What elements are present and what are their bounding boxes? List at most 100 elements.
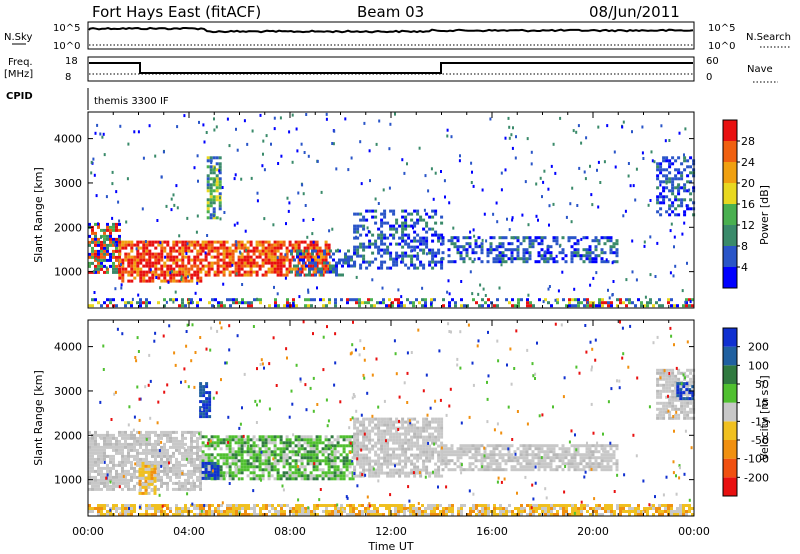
nave-tick-high: 60 [706, 56, 719, 67]
heatmap-cell [413, 417, 417, 421]
heatmap-cell [112, 484, 115, 488]
heatmap-cell [465, 453, 469, 457]
heatmap-cell [145, 433, 148, 437]
heatmap-cell [585, 465, 589, 469]
heatmap-cell [139, 301, 142, 305]
heatmap-cell [303, 477, 307, 481]
heatmap-cell [271, 513, 274, 516]
heatmap-cell [228, 255, 232, 259]
heatmap-cell [665, 368, 669, 372]
heatmap-cell [339, 459, 343, 463]
heatmap-cell [139, 463, 142, 467]
heatmap-cell [207, 264, 211, 268]
heatmap-cell [163, 460, 166, 464]
heatmap-cell [97, 469, 100, 473]
heatmap-cell [270, 267, 274, 271]
heatmap-cell [459, 447, 463, 451]
heatmap-cell [219, 468, 223, 472]
heatmap-cell [215, 174, 219, 178]
heatmap-cell [228, 261, 232, 265]
heatmap-cell [368, 441, 372, 445]
heatmap-cell [106, 442, 109, 446]
heatmap-cell [109, 436, 112, 440]
heatmap-cell [279, 240, 283, 244]
heatmap-cell [252, 477, 256, 481]
heatmap-cell [276, 468, 280, 472]
heatmap-cell [689, 207, 693, 211]
power-colorbar-label: Power [dB] [758, 185, 771, 245]
heatmap-cell [216, 258, 220, 262]
scatter-point [90, 160, 93, 164]
heatmap-cell [121, 445, 124, 449]
heatmap-cell [377, 432, 381, 436]
heatmap-cell [243, 243, 247, 247]
heatmap-cell [689, 416, 693, 420]
heatmap-cell [601, 301, 604, 305]
heatmap-cell [356, 462, 360, 466]
heatmap-cell [215, 189, 219, 193]
heatmap-cell [206, 216, 210, 220]
heatmap-cell [410, 447, 414, 451]
heatmap-cell [671, 383, 675, 387]
heatmap-cell [416, 432, 420, 436]
heatmap-cell [389, 426, 393, 430]
heatmap-cell [139, 298, 142, 302]
heatmap-cell [127, 451, 130, 455]
heatmap-cell [94, 439, 97, 443]
heatmap-cell [528, 257, 532, 261]
heatmap-cell [106, 478, 109, 482]
scatter-point [570, 220, 573, 224]
heatmap-cell [682, 391, 686, 395]
heatmap-cell [201, 240, 205, 244]
scatter-point [95, 194, 98, 198]
heatmap-cell [407, 224, 411, 228]
heatmap-cell [232, 298, 235, 302]
heatmap-cell [386, 429, 390, 433]
heatmap-cell [139, 270, 143, 274]
heatmap-cell [231, 462, 235, 466]
scatter-point [627, 174, 630, 178]
scatter-point [240, 177, 243, 181]
heatmap-cell [154, 267, 158, 271]
heatmap-cell [465, 450, 469, 454]
heatmap-cell [665, 407, 669, 411]
heatmap-cell [181, 261, 185, 265]
scatter-point [350, 156, 353, 160]
scatter-point [316, 159, 319, 163]
heatmap-cell [330, 471, 334, 475]
heatmap-cell [407, 245, 411, 249]
heatmap-cell [447, 459, 451, 463]
heatmap-cell [133, 466, 136, 470]
heatmap-cell [193, 264, 197, 268]
heatmap-cell [138, 473, 142, 477]
heatmap-cell [528, 236, 532, 240]
heatmap-cell [425, 426, 429, 430]
heatmap-cell [656, 168, 660, 172]
scatter-point [256, 199, 259, 203]
heatmap-cell [240, 243, 244, 247]
heatmap-cell [392, 435, 396, 439]
heatmap-cell [285, 477, 289, 481]
scatter-point [374, 197, 377, 201]
heatmap-cell [359, 465, 363, 469]
heatmap-cell [315, 450, 319, 454]
heatmap-cell [348, 435, 352, 439]
heatmap-cell [175, 249, 179, 253]
heatmap-cell [112, 460, 115, 464]
heatmap-cell [204, 258, 208, 262]
heatmap-cell [495, 444, 499, 448]
scatter-point [218, 169, 221, 173]
heatmap-cell [392, 471, 396, 475]
heatmap-cell [513, 465, 517, 469]
heatmap-cell [546, 444, 550, 448]
heatmap-cell [279, 474, 283, 478]
heatmap-cell [267, 453, 271, 457]
heatmap-cell [300, 447, 304, 451]
heatmap-cell [130, 472, 133, 476]
heatmap-cell [94, 481, 97, 485]
heatmap-cell [225, 447, 229, 451]
heatmap-cell [425, 435, 429, 439]
heatmap-cell [498, 468, 502, 472]
heatmap-cell [383, 462, 387, 466]
heatmap-cell [343, 510, 346, 513]
